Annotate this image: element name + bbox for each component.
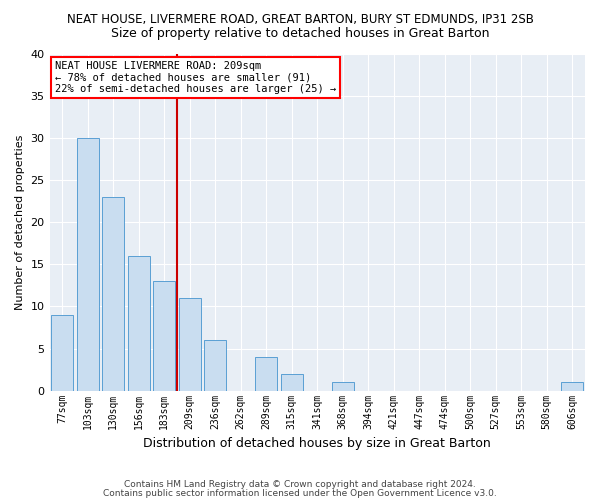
Bar [128, 256, 149, 390]
Bar [332, 382, 353, 390]
Text: Contains public sector information licensed under the Open Government Licence v3: Contains public sector information licen… [103, 488, 497, 498]
Text: NEAT HOUSE LIVERMERE ROAD: 209sqm
← 78% of detached houses are smaller (91)
22% : NEAT HOUSE LIVERMERE ROAD: 209sqm ← 78% … [55, 60, 336, 94]
Bar [103, 197, 124, 390]
Text: Size of property relative to detached houses in Great Barton: Size of property relative to detached ho… [111, 28, 489, 40]
Text: NEAT HOUSE, LIVERMERE ROAD, GREAT BARTON, BURY ST EDMUNDS, IP31 2SB: NEAT HOUSE, LIVERMERE ROAD, GREAT BARTON… [67, 12, 533, 26]
Bar [281, 374, 302, 390]
Bar [77, 138, 98, 390]
Bar [205, 340, 226, 390]
Text: Contains HM Land Registry data © Crown copyright and database right 2024.: Contains HM Land Registry data © Crown c… [124, 480, 476, 489]
Bar [256, 357, 277, 390]
Bar [52, 315, 73, 390]
X-axis label: Distribution of detached houses by size in Great Barton: Distribution of detached houses by size … [143, 437, 491, 450]
Bar [154, 281, 175, 390]
Bar [562, 382, 583, 390]
Y-axis label: Number of detached properties: Number of detached properties [15, 134, 25, 310]
Bar [179, 298, 200, 390]
